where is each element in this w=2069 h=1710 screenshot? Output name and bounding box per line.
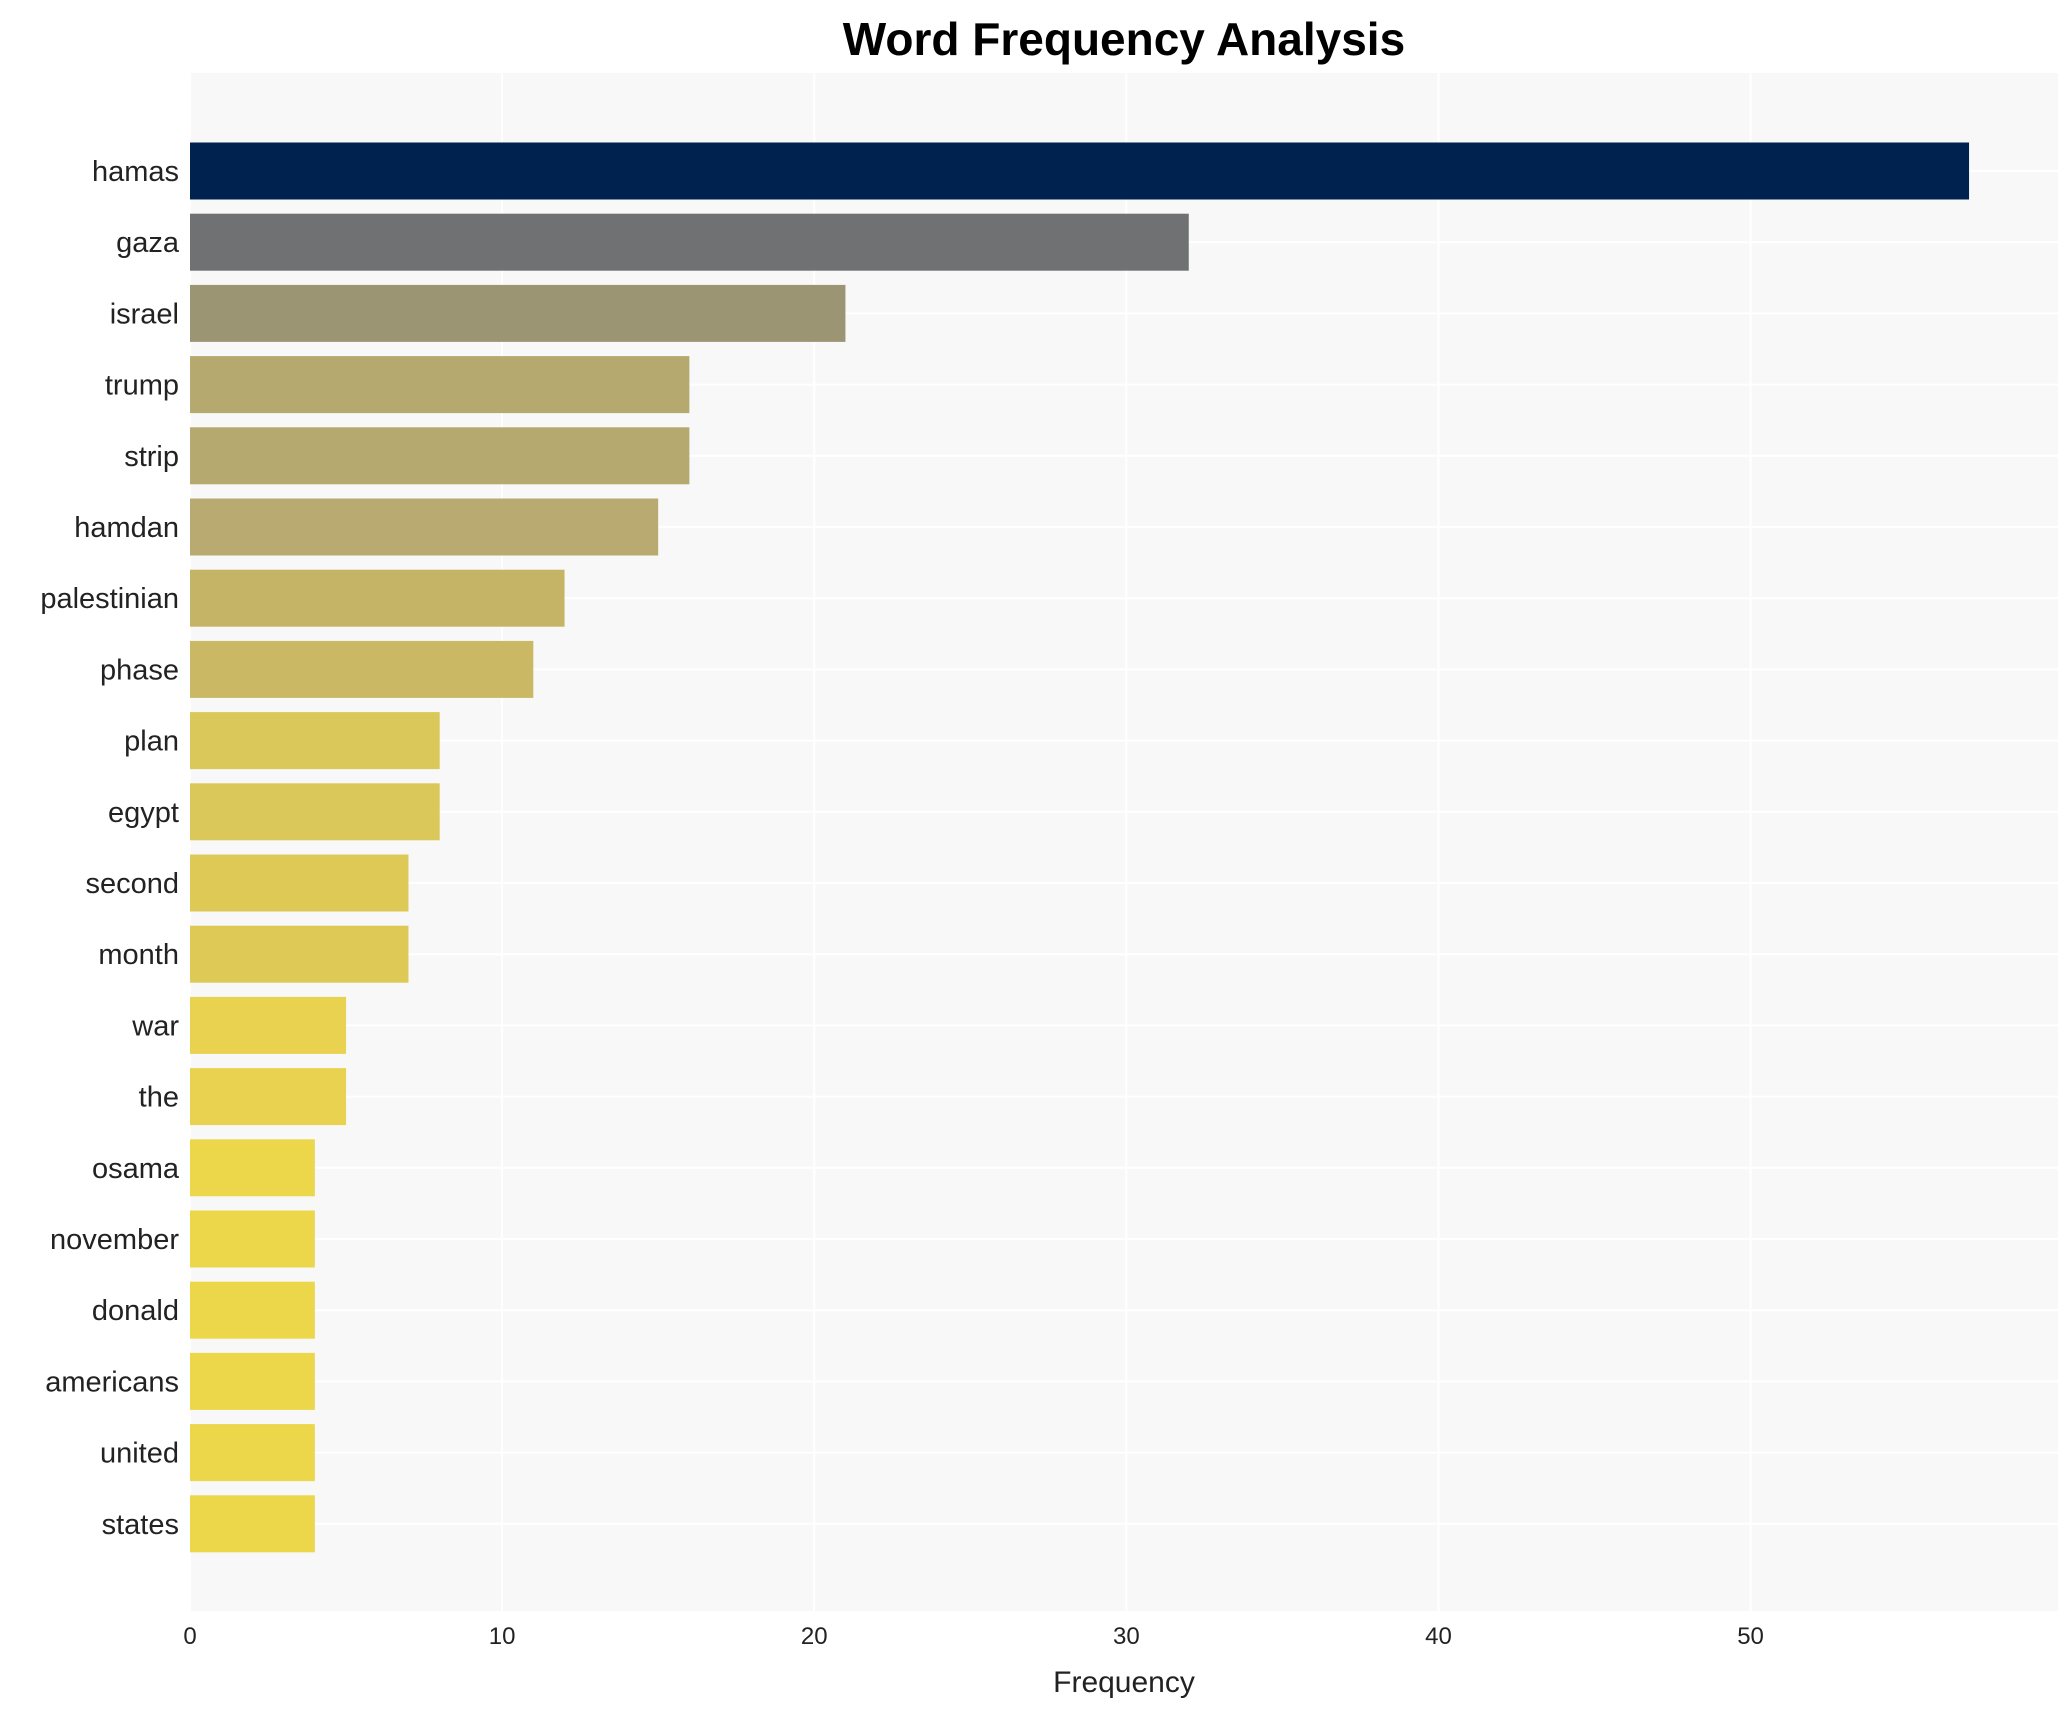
y-tick-label: the: [139, 1082, 179, 1114]
bar-donald: [190, 1281, 315, 1339]
x-tick-label: 10: [489, 1623, 516, 1650]
y-tick-label: states: [102, 1509, 179, 1541]
bar-hamdan: [190, 498, 659, 556]
y-tick-label: second: [85, 868, 179, 900]
y-tick-label: trump: [105, 370, 179, 402]
bar-israel: [190, 284, 846, 342]
y-tick-labels: hamas gaza israel trump strip hamdan palestini…: [40, 156, 180, 1541]
x-tick-label: 50: [1737, 1623, 1764, 1650]
x-tick-labels: 0 10 20 30 40 50: [183, 1623, 1764, 1650]
bar-second: [190, 854, 409, 912]
y-tick-label: phase: [100, 654, 179, 686]
bar-trump: [190, 356, 690, 414]
x-tick-label: 40: [1425, 1623, 1452, 1650]
y-tick-label: osama: [92, 1153, 180, 1185]
bar-egypt: [190, 783, 440, 841]
bar-plan: [190, 712, 440, 770]
y-tick-label: palestinian: [40, 583, 179, 615]
bar-americans: [190, 1352, 315, 1410]
bars: [190, 142, 1970, 1553]
bar-gaza: [190, 213, 1189, 271]
y-tick-label: egypt: [108, 797, 179, 829]
bar-november: [190, 1210, 315, 1268]
y-tick-label: americans: [45, 1366, 179, 1398]
y-tick-label: plan: [124, 726, 179, 758]
bar-united: [190, 1424, 315, 1482]
y-tick-label: donald: [92, 1295, 179, 1327]
y-tick-label: war: [131, 1010, 179, 1042]
bar-hamas: [190, 142, 1970, 200]
bar-phase: [190, 640, 534, 698]
y-tick-label: gaza: [116, 227, 180, 259]
bar-the: [190, 1068, 347, 1126]
x-tick-label: 30: [1113, 1623, 1140, 1650]
chart-title: Word Frequency Analysis: [843, 13, 1405, 65]
y-tick-label: hamdan: [74, 512, 179, 544]
bar-osama: [190, 1139, 315, 1197]
bar-war: [190, 996, 347, 1054]
y-tick-label: hamas: [92, 156, 179, 188]
x-axis-label: Frequency: [1053, 1666, 1195, 1699]
bar-month: [190, 925, 409, 983]
y-tick-label: united: [100, 1438, 179, 1470]
y-tick-label: israel: [110, 298, 179, 330]
bar-palestinian: [190, 569, 565, 627]
x-tick-label: 20: [801, 1623, 828, 1650]
y-tick-label: november: [50, 1224, 179, 1256]
y-tick-label: strip: [124, 441, 179, 473]
x-tick-label: 0: [183, 1623, 196, 1650]
bar-states: [190, 1495, 315, 1553]
bar-strip: [190, 427, 690, 485]
y-tick-label: month: [98, 939, 179, 971]
